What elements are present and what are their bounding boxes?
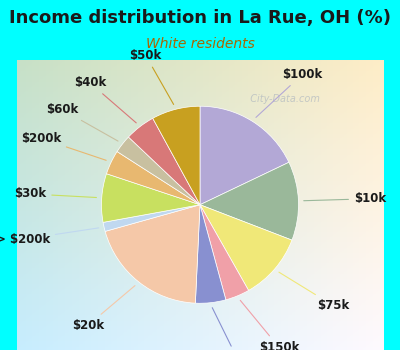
Text: $50k: $50k — [130, 49, 174, 104]
Text: $40k: $40k — [74, 76, 136, 123]
Text: > $200k: > $200k — [0, 228, 99, 246]
Text: $125k: $125k — [212, 308, 257, 350]
Text: City-Data.com: City-Data.com — [244, 94, 320, 104]
Wedge shape — [128, 118, 200, 205]
Wedge shape — [153, 106, 200, 205]
Text: $75k: $75k — [279, 272, 349, 312]
Wedge shape — [200, 205, 248, 300]
Wedge shape — [200, 205, 292, 290]
Text: $30k: $30k — [14, 187, 96, 201]
Wedge shape — [117, 137, 200, 205]
Text: $10k: $10k — [304, 192, 386, 205]
Wedge shape — [102, 174, 200, 222]
Text: Income distribution in La Rue, OH (%): Income distribution in La Rue, OH (%) — [9, 9, 391, 27]
Text: $200k: $200k — [21, 132, 106, 160]
Text: $150k: $150k — [240, 300, 299, 350]
Wedge shape — [105, 205, 200, 303]
Wedge shape — [200, 162, 298, 240]
Text: $20k: $20k — [72, 286, 135, 332]
Text: $60k: $60k — [46, 103, 118, 141]
Text: White residents: White residents — [146, 37, 254, 51]
Text: $100k: $100k — [256, 68, 322, 117]
Wedge shape — [200, 106, 289, 205]
Wedge shape — [106, 152, 200, 205]
Wedge shape — [103, 205, 200, 231]
Wedge shape — [195, 205, 226, 303]
